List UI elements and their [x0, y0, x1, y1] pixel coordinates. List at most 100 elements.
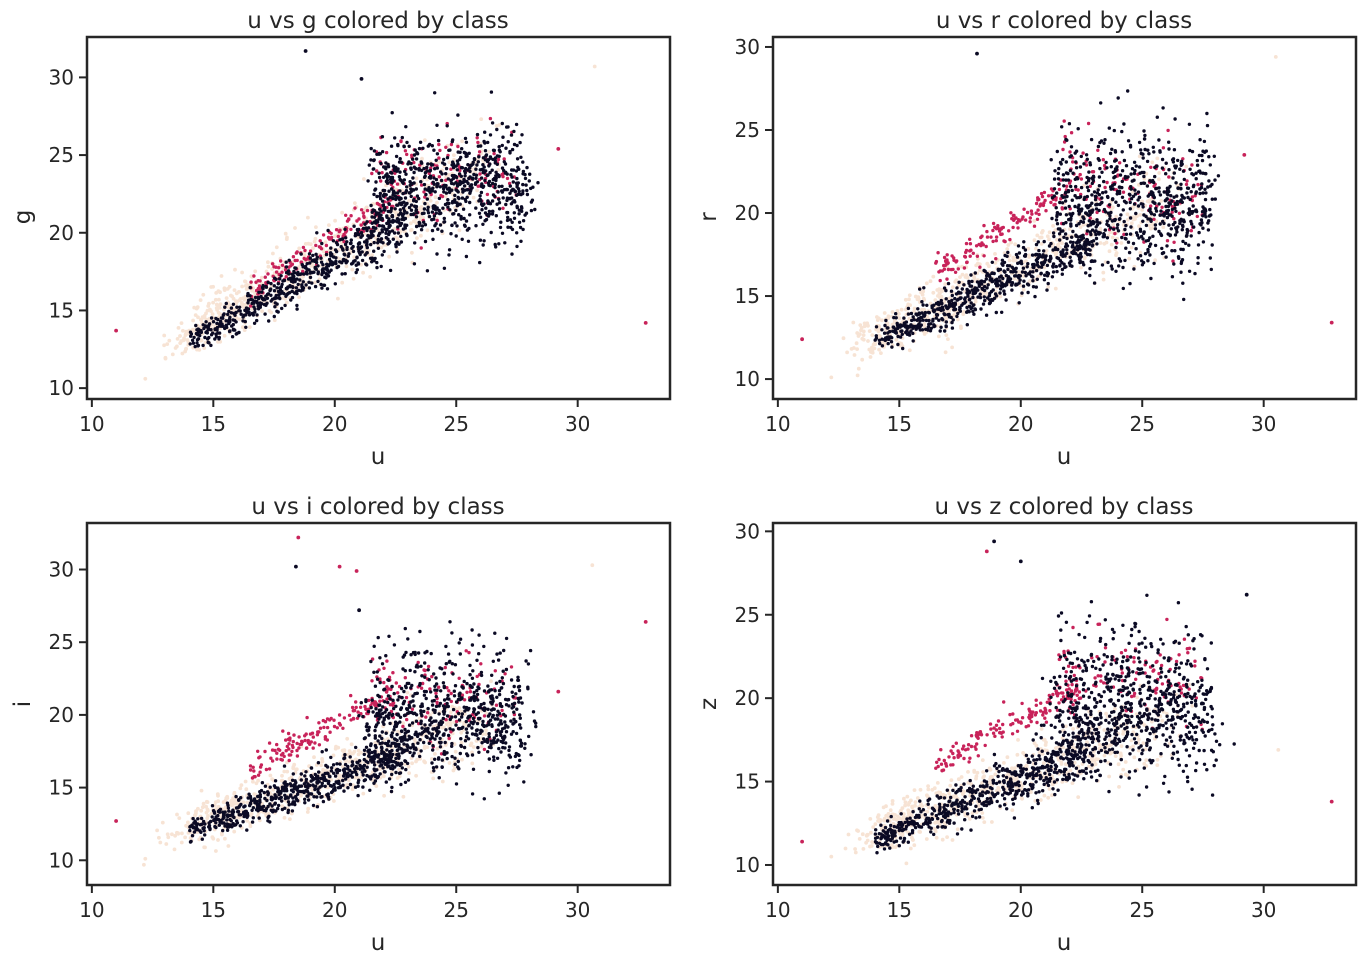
scatter-point-class-a: [1110, 205, 1115, 210]
scatter-point-class-b: [979, 307, 983, 311]
scatter-point-class-b: [1114, 158, 1118, 162]
scatter-point-class-b: [1049, 241, 1053, 246]
scatter-point-class-b: [1002, 292, 1007, 296]
scatter-point-class-b: [308, 256, 312, 260]
scatter-point-class-b: [239, 312, 243, 316]
scatter-point-class-b: [471, 177, 475, 181]
scatter-point-class-a: [274, 245, 279, 250]
scatter-point-class-a: [323, 240, 328, 245]
scatter-point-class-a: [311, 246, 315, 251]
scatter-point-class-b: [497, 184, 501, 189]
scatter-point-class-b: [1009, 270, 1013, 274]
scatter-point-class-a: [433, 195, 438, 200]
scatter-point-class-b: [316, 279, 320, 284]
scatter-point-class-a: [222, 286, 227, 291]
scatter-point-class-b: [305, 262, 309, 266]
scatter-point-class-b: [1068, 240, 1073, 244]
scatter-point-class-b: [390, 213, 395, 218]
scatter-point-class-b: [901, 346, 905, 351]
scatter-point-class-b: [1126, 175, 1130, 179]
scatter-point-class-a: [453, 749, 458, 754]
scatter-point-class-b: [1198, 171, 1203, 175]
scatter-point-class-b: [525, 192, 530, 197]
scatter-point-class-a: [1110, 235, 1115, 240]
scatter-point-class-b: [428, 142, 432, 147]
scatter-point-class-b: [880, 328, 884, 332]
scatter-point-class-b: [295, 307, 299, 311]
scatter-point-class-b: [253, 299, 257, 303]
scatter-point-class-c: [991, 221, 996, 226]
scatter-point-class-a: [314, 225, 318, 230]
scatter-point-class-a: [855, 347, 859, 351]
scatter-point-class-b: [308, 261, 312, 265]
scatter-point-class-b: [314, 260, 319, 265]
scatter-point-class-b: [1210, 243, 1214, 247]
scatter-point-class-a: [200, 315, 205, 320]
scatter-point-class-b: [1042, 239, 1046, 244]
scatter-point-class-c: [991, 228, 995, 233]
scatter-point-class-b: [255, 318, 259, 323]
scatter-point-class-b: [1181, 281, 1185, 285]
scatter-point-class-b: [431, 186, 435, 190]
scatter-point-class-b: [457, 172, 462, 176]
scatter-point-class-a: [985, 261, 990, 266]
scatter-point-class-b: [1139, 151, 1144, 156]
scatter-point-class-b: [950, 298, 954, 303]
scatter-point-outlier: [592, 64, 597, 69]
scatter-point-class-a: [1034, 246, 1038, 251]
scatter-point-class-b: [189, 332, 194, 336]
scatter-point-class-b: [356, 261, 360, 265]
scatter-point-class-b: [414, 215, 419, 219]
scatter-point-class-a: [460, 139, 464, 144]
scatter-point-class-b: [1079, 251, 1083, 256]
scatter-point-class-b: [1031, 275, 1035, 279]
scatter-point-class-c: [476, 140, 480, 145]
scatter-point-class-b: [458, 202, 462, 206]
scatter-point-class-b: [960, 287, 964, 291]
scatter-point-class-b: [1200, 182, 1204, 186]
scatter-point-class-b: [1166, 208, 1171, 213]
scatter-point-class-a: [1038, 235, 1042, 240]
scatter-point-class-b: [394, 154, 399, 159]
scatter-point-class-a: [408, 199, 413, 203]
scatter-point-class-c: [1103, 185, 1107, 190]
scatter-point-class-b: [993, 292, 998, 296]
scatter-point-class-b: [475, 132, 480, 137]
scatter-point-class-b: [474, 176, 478, 180]
scatter-point-class-b: [1005, 264, 1010, 268]
scatter-point-class-b: [292, 269, 296, 274]
scatter-point-class-a: [163, 355, 168, 360]
scatter-point-class-b: [983, 269, 987, 273]
scatter-point-class-b: [1060, 125, 1064, 129]
scatter-point-class-a: [1098, 241, 1103, 245]
scatter-point-class-b: [369, 242, 373, 247]
scatter-point-class-b: [1137, 195, 1142, 199]
scatter-point-class-b: [438, 185, 442, 189]
scatter-point-class-c: [1009, 211, 1013, 215]
scatter-point-class-b: [393, 194, 398, 198]
scatter-point-class-b: [301, 288, 305, 292]
plot-frame: [771, 35, 1358, 401]
scatter-point-class-b: [1094, 236, 1099, 241]
scatter-point-class-b: [397, 175, 402, 179]
scatter-point-class-b: [374, 180, 378, 184]
scatter-point-class-b: [1087, 170, 1091, 174]
scatter-point-class-c: [412, 160, 416, 165]
scatter-point-class-b: [521, 219, 526, 223]
scatter-point-class-a: [950, 345, 954, 350]
scatter-point-class-b: [360, 250, 364, 254]
scatter-point-class-b: [1039, 261, 1044, 265]
scatter-point-class-b: [1097, 231, 1102, 235]
scatter-point-class-a: [418, 214, 422, 219]
scatter-point-class-b: [1136, 204, 1141, 208]
scatter-point-class-b: [1205, 111, 1209, 116]
scatter-point-class-b: [276, 282, 280, 286]
scatter-point-class-b: [447, 253, 451, 257]
scatter-point-class-b: [1162, 221, 1166, 226]
scatter-point-class-b: [222, 312, 226, 316]
scatter-point-class-b: [1178, 167, 1182, 171]
scatter-point-class-b: [1094, 194, 1098, 199]
scatter-point-class-a: [155, 828, 160, 833]
scatter-point-class-a: [854, 341, 859, 346]
scatter-point-class-b: [207, 335, 211, 340]
